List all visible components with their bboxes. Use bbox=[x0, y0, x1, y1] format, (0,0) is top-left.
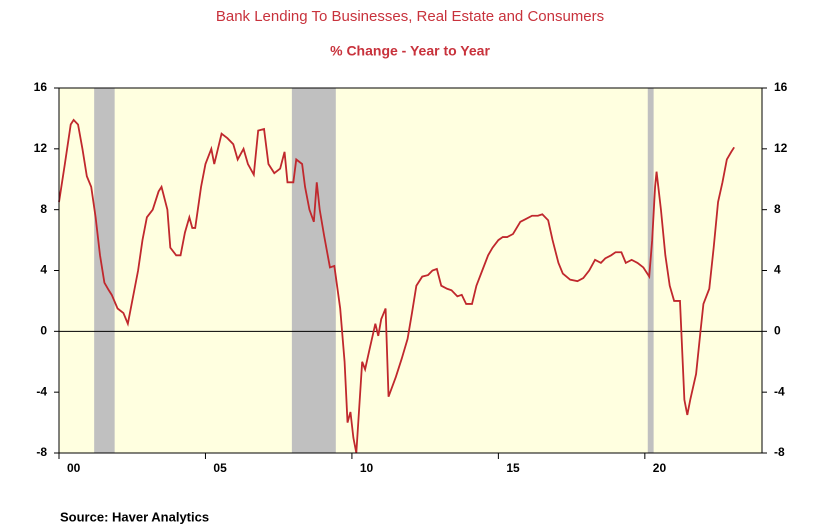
y-tick-label: -4 bbox=[36, 384, 47, 398]
y2-tick-label: 16 bbox=[774, 80, 788, 94]
y2-tick-label: -8 bbox=[774, 445, 785, 459]
y-tick-label: 0 bbox=[40, 324, 47, 338]
chart-title: Bank Lending To Businesses, Real Estate … bbox=[216, 8, 604, 25]
y2-tick-label: 12 bbox=[774, 141, 788, 155]
plot-background bbox=[59, 88, 762, 453]
y2-tick-label: -4 bbox=[774, 384, 785, 398]
x-tick-label: 20 bbox=[653, 461, 667, 475]
x-tick-label: 00 bbox=[67, 461, 81, 475]
recession-band bbox=[94, 88, 115, 453]
recession-band bbox=[647, 88, 654, 453]
plot-frame bbox=[58, 87, 763, 454]
y2-tick-label: 4 bbox=[774, 263, 781, 277]
y2-tick-label: 0 bbox=[774, 324, 781, 338]
x-tick-label: 15 bbox=[506, 461, 520, 475]
chart-subtitle: % Change - Year to Year bbox=[330, 43, 490, 59]
data-line bbox=[58, 118, 735, 454]
y-tick-label: -8 bbox=[36, 445, 47, 459]
recession-band bbox=[291, 88, 336, 453]
source-note: Source: Haver Analytics bbox=[60, 509, 209, 524]
y-tick-label: 16 bbox=[34, 80, 48, 94]
x-tick-label: 05 bbox=[213, 461, 227, 475]
x-tick-label: 10 bbox=[360, 461, 374, 475]
y2-tick-label: 8 bbox=[774, 202, 781, 216]
y-tick-label: 12 bbox=[34, 141, 48, 155]
y-tick-label: 8 bbox=[40, 202, 47, 216]
y-tick-label: 4 bbox=[40, 263, 47, 277]
